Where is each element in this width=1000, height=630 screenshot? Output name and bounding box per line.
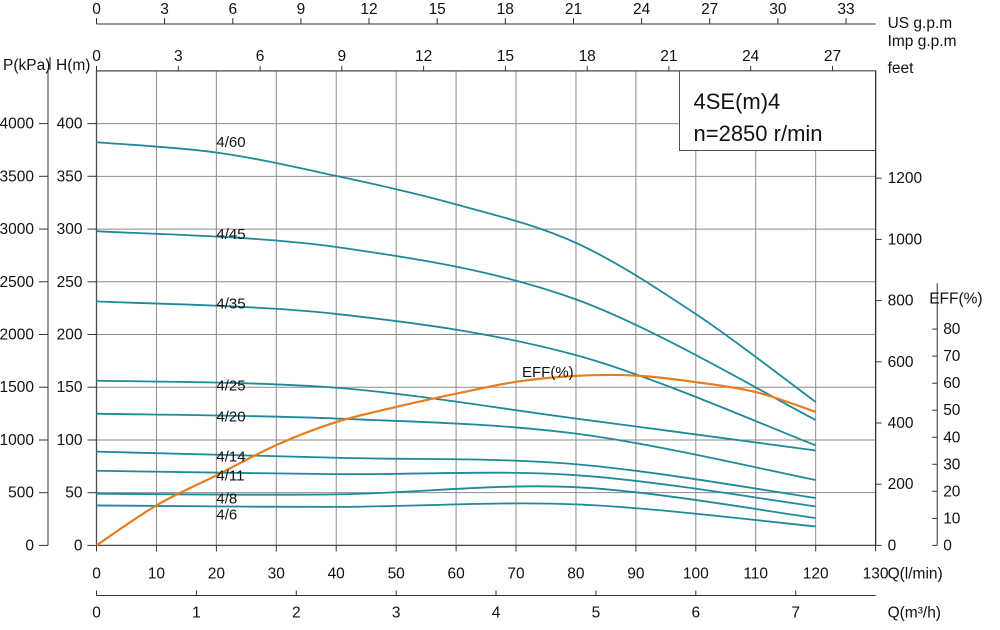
svg-text:10: 10 [148,565,166,582]
svg-text:24: 24 [742,48,760,65]
svg-text:21: 21 [565,1,582,18]
svg-text:4/14: 4/14 [216,448,245,465]
svg-text:0: 0 [92,1,101,18]
svg-text:4/45: 4/45 [216,226,245,243]
svg-text:40: 40 [328,565,346,582]
svg-text:1500: 1500 [0,379,34,396]
svg-text:1200: 1200 [888,170,923,187]
svg-text:200: 200 [888,476,914,493]
svg-text:27: 27 [824,48,841,65]
svg-text:H(m): H(m) [56,57,90,74]
svg-text:70: 70 [943,348,961,365]
svg-text:400: 400 [57,116,83,133]
svg-text:4/6: 4/6 [216,506,237,523]
svg-text:3: 3 [160,1,169,18]
svg-text:P(kPa): P(kPa) [3,57,50,74]
svg-text:80: 80 [943,321,961,338]
svg-text:600: 600 [888,354,914,371]
svg-text:20: 20 [943,483,961,500]
svg-text:500: 500 [8,485,34,502]
svg-text:40: 40 [943,429,961,446]
svg-text:250: 250 [57,274,83,291]
svg-text:350: 350 [57,168,83,185]
svg-text:6: 6 [256,48,265,65]
svg-text:4SE(m)4: 4SE(m)4 [694,89,781,114]
svg-text:0: 0 [92,605,101,622]
svg-text:feet: feet [888,60,915,77]
svg-text:33: 33 [837,1,854,18]
svg-text:400: 400 [888,415,914,432]
svg-text:12: 12 [415,48,432,65]
svg-text:1000: 1000 [888,231,923,248]
svg-text:18: 18 [497,1,514,18]
svg-text:EFF(%): EFF(%) [929,291,982,308]
svg-text:n=2850 r/min: n=2850 r/min [694,121,823,146]
svg-text:7: 7 [791,605,800,622]
svg-text:300: 300 [57,221,83,238]
svg-text:0: 0 [92,565,101,582]
svg-text:18: 18 [579,48,596,65]
svg-text:130: 130 [863,565,889,582]
svg-text:2500: 2500 [0,274,34,291]
svg-text:Q(l/min): Q(l/min) [888,565,943,582]
svg-text:2000: 2000 [0,327,34,344]
svg-text:24: 24 [633,1,651,18]
svg-text:60: 60 [943,375,961,392]
svg-text:4/20: 4/20 [216,408,245,425]
svg-text:2: 2 [292,605,301,622]
svg-text:4/35: 4/35 [216,295,245,312]
svg-text:30: 30 [268,565,286,582]
svg-text:50: 50 [65,485,83,502]
svg-text:80: 80 [567,565,585,582]
svg-text:800: 800 [888,293,914,310]
svg-text:0: 0 [25,537,34,554]
svg-text:3000: 3000 [0,221,34,238]
svg-text:90: 90 [627,565,645,582]
svg-text:27: 27 [701,1,718,18]
svg-text:4: 4 [492,605,501,622]
svg-text:20: 20 [208,565,226,582]
svg-text:100: 100 [57,432,83,449]
svg-text:110: 110 [743,565,768,582]
svg-text:21: 21 [660,48,677,65]
svg-text:30: 30 [769,1,787,18]
svg-text:4/25: 4/25 [216,378,245,395]
svg-text:3: 3 [174,48,183,65]
svg-text:4/8: 4/8 [216,491,237,508]
svg-text:60: 60 [447,565,465,582]
svg-text:US g.p.m: US g.p.m [888,15,953,32]
svg-text:120: 120 [803,565,829,582]
svg-text:50: 50 [388,565,406,582]
svg-text:30: 30 [943,456,961,473]
svg-text:0: 0 [92,48,101,65]
svg-text:1000: 1000 [0,432,34,449]
svg-text:0: 0 [943,537,952,554]
svg-text:Q(m³/h): Q(m³/h) [888,605,941,622]
svg-text:3500: 3500 [0,168,34,185]
svg-text:15: 15 [497,48,514,65]
svg-text:12: 12 [360,1,377,18]
svg-text:Imp g.p.m: Imp g.p.m [888,33,957,50]
svg-text:4/11: 4/11 [216,467,244,484]
svg-text:9: 9 [297,1,306,18]
svg-text:4/60: 4/60 [216,134,245,151]
svg-text:6: 6 [228,1,237,18]
svg-text:0: 0 [888,537,897,554]
svg-text:EFF(%): EFF(%) [522,364,574,381]
svg-text:5: 5 [592,605,601,622]
svg-text:1: 1 [192,605,201,622]
svg-text:150: 150 [57,379,83,396]
svg-text:3: 3 [392,605,401,622]
svg-text:6: 6 [691,605,700,622]
svg-text:200: 200 [57,327,83,344]
svg-text:70: 70 [507,565,525,582]
svg-text:4000: 4000 [0,116,34,133]
svg-text:9: 9 [337,48,346,65]
svg-text:10: 10 [943,510,961,527]
svg-text:0: 0 [74,537,83,554]
svg-text:15: 15 [429,1,446,18]
svg-text:50: 50 [943,402,961,419]
svg-text:100: 100 [683,565,709,582]
